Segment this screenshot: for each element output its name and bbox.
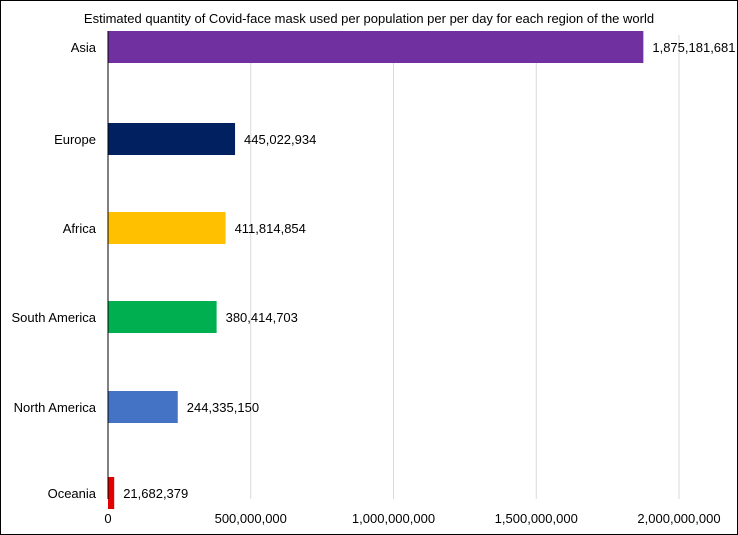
bar bbox=[108, 123, 236, 155]
bar bbox=[108, 31, 644, 63]
data-label: 411,814,854 bbox=[235, 221, 306, 236]
data-label: 21,682,379 bbox=[123, 486, 188, 501]
bar bbox=[108, 212, 226, 244]
gridlines bbox=[250, 35, 680, 499]
x-tick-label: 1,000,000,000 bbox=[352, 511, 435, 526]
bars bbox=[108, 31, 644, 509]
category-label: Europe bbox=[54, 132, 96, 147]
x-tick-label: 0 bbox=[104, 511, 111, 526]
category-label: Oceania bbox=[48, 486, 97, 501]
x-tick-label: 2,000,000,000 bbox=[637, 511, 720, 526]
labels: 0 500,000,000 1,000,000,000 1,500,000,000 2,… bbox=[11, 40, 735, 526]
bar bbox=[108, 391, 178, 423]
data-label: 380,414,703 bbox=[226, 310, 298, 325]
x-tick-label: 500,000,000 bbox=[215, 511, 287, 526]
category-label: North America bbox=[14, 400, 97, 415]
data-label: 445,022,934 bbox=[244, 132, 316, 147]
category-label: South America bbox=[11, 310, 96, 325]
x-tick-label: 1,500,000,000 bbox=[495, 511, 578, 526]
category-label: Africa bbox=[63, 221, 97, 236]
data-label: 244,335,150 bbox=[187, 400, 259, 415]
bar bbox=[108, 301, 217, 333]
category-label: Asia bbox=[71, 40, 97, 55]
chart-title: Estimated quantity of Covid-face mask us… bbox=[84, 11, 654, 26]
data-label: 1,875,181,681 bbox=[652, 40, 735, 55]
bar bbox=[108, 477, 115, 509]
